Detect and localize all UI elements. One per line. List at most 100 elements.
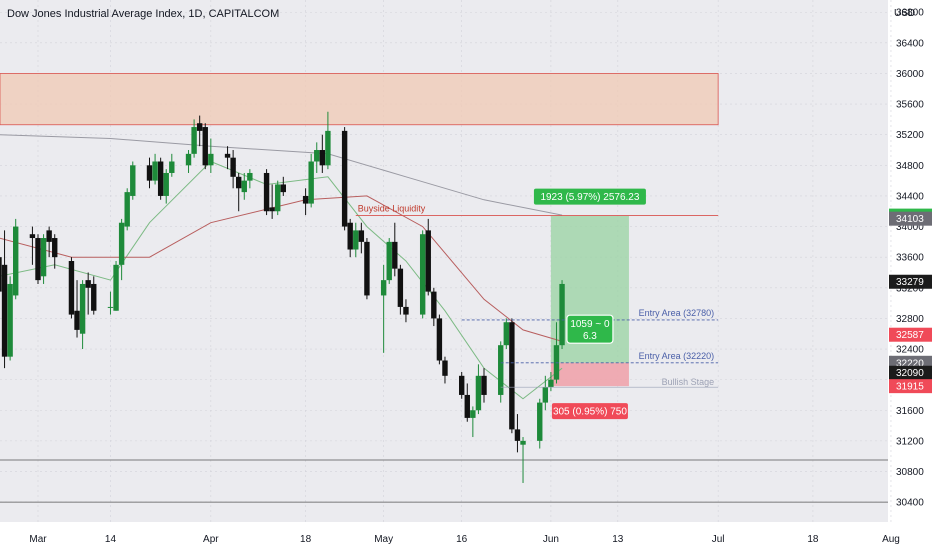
- candle: [130, 161, 136, 200]
- price-label: 32587: [889, 327, 932, 342]
- candle-body: [146, 165, 153, 181]
- candle: [224, 146, 231, 170]
- entry-line-label: Entry Area (32220): [639, 351, 715, 361]
- price-tick-label: 33200: [896, 283, 924, 294]
- candle-body: [537, 402, 543, 441]
- price-tick-label: 31600: [896, 406, 924, 417]
- candle-body: [29, 234, 36, 239]
- candle-body: [341, 130, 348, 227]
- supply-zone: [0, 73, 719, 126]
- candle: [202, 123, 208, 170]
- time-tick-label: 16: [456, 534, 468, 545]
- price-tick-label: 36800: [896, 8, 924, 19]
- price-tick-label: 32400: [896, 345, 924, 356]
- stop-label-text: 305 (0.95%) 750: [553, 407, 627, 418]
- candle-body: [481, 375, 487, 395]
- candle: [520, 437, 526, 483]
- candle: [537, 398, 543, 449]
- candle: [459, 371, 465, 399]
- candle: [269, 184, 275, 219]
- candle: [509, 318, 515, 434]
- candle-body: [169, 161, 175, 173]
- candle-body: [107, 306, 114, 308]
- candle: [548, 371, 554, 392]
- candle: [263, 169, 270, 216]
- candle-body: [353, 230, 359, 250]
- candle-body: [314, 150, 320, 162]
- candle: [191, 119, 197, 158]
- position-mid-label: 1059 ~ 06.3: [566, 314, 614, 344]
- candle: [403, 299, 409, 323]
- candle-body: [358, 230, 365, 242]
- candle: [464, 383, 470, 422]
- candle-body: [509, 322, 515, 430]
- candle: [364, 238, 370, 300]
- candle-body: [247, 172, 253, 181]
- candle-body: [74, 310, 80, 330]
- candle-body: [52, 238, 58, 258]
- candle: [425, 218, 431, 296]
- candle: [341, 127, 348, 231]
- candle: [442, 356, 448, 384]
- candle-body: [202, 127, 208, 166]
- candle: [185, 150, 192, 173]
- price-tick-label: 32800: [896, 314, 924, 325]
- candle-body: [163, 172, 169, 196]
- candle-body: [0, 257, 2, 292]
- candle-body: [308, 161, 314, 204]
- candle: [196, 115, 203, 147]
- candle: [52, 234, 58, 269]
- price-label-box: [889, 379, 932, 394]
- time-axis[interactable]: Mar 14 Apr 18 May 16 Jun 13 Jul 18 Aug: [29, 534, 899, 545]
- price-label-text: 32090: [896, 368, 924, 379]
- candle: [230, 150, 236, 189]
- stop-label: 305 (0.95%) 750: [551, 403, 628, 420]
- candle-body: [185, 153, 192, 166]
- price-label-text: 32220: [896, 358, 924, 369]
- candle: [514, 414, 521, 453]
- bullish-stage-label: Bullish Stage: [662, 377, 715, 387]
- candle: [169, 153, 175, 177]
- candle: [498, 341, 504, 403]
- candle-body: [280, 184, 286, 193]
- price-tick-label: 31200: [896, 436, 924, 447]
- buyside-liquidity-label: Buyside Liquidity: [358, 204, 426, 214]
- price-axis[interactable]: 3040030800312003160032000324003280033200…: [896, 8, 924, 509]
- price-tick-label: 30400: [896, 498, 924, 509]
- candle: [91, 276, 97, 315]
- candle: [353, 222, 359, 258]
- target-label-box: [533, 188, 646, 205]
- candle-body: [46, 230, 52, 242]
- candle-body: [68, 261, 75, 315]
- candle-body: [559, 283, 565, 346]
- position-mid-line2: 6.3: [583, 331, 597, 342]
- price-tick-label: 30800: [896, 467, 924, 478]
- candle-body: [503, 322, 509, 346]
- candle: [275, 180, 281, 216]
- candle: [308, 153, 314, 208]
- candle-body: [224, 153, 231, 158]
- candle: [74, 280, 80, 338]
- candle-body: [520, 440, 526, 445]
- candle: [319, 134, 326, 173]
- candle-body: [208, 153, 214, 166]
- candle-body: [347, 222, 353, 250]
- candle-body: [241, 180, 247, 193]
- candle: [157, 157, 164, 200]
- currency-label: USD: [894, 8, 915, 19]
- candle-body: [419, 234, 426, 315]
- time-tick-label: Mar: [29, 534, 47, 545]
- candle-body: [275, 184, 281, 212]
- candle-body: [380, 280, 387, 296]
- price-tick-label: 34800: [896, 161, 924, 172]
- price-label-text: 33279: [896, 277, 924, 288]
- candle-body: [152, 161, 158, 181]
- chart-title: Dow Jones Industrial Average Index, 1D, …: [7, 8, 279, 20]
- candle-body: [397, 268, 404, 307]
- price-label-text: 32587: [896, 330, 924, 341]
- price-tick-label: 35600: [896, 100, 924, 111]
- candle-body: [91, 283, 97, 311]
- candle: [241, 172, 247, 200]
- candles-layer: [0, 111, 565, 483]
